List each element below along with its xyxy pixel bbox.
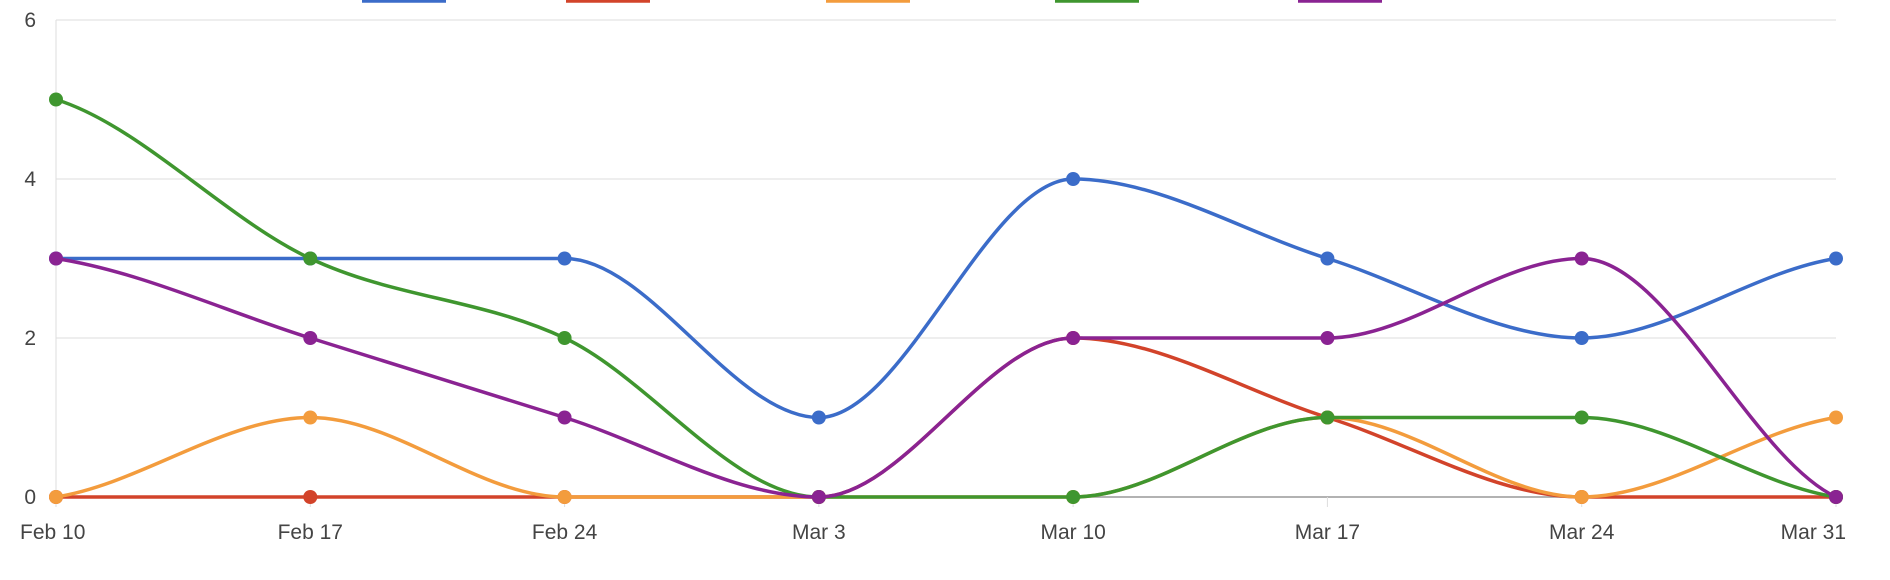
data-point[interactable] [1574,251,1589,266]
y-tick-label: 2 [24,327,36,350]
x-tick-label: Mar 24 [1549,521,1615,544]
series-5 [49,251,1843,504]
series-1 [49,172,1843,425]
data-point[interactable] [1574,410,1589,425]
data-point[interactable] [557,490,572,504]
series-line [54,415,1838,499]
data-point[interactable] [1320,410,1335,425]
data-point[interactable] [1066,331,1081,345]
series-group [49,92,1843,504]
data-point[interactable] [1066,490,1081,504]
data-point[interactable] [1320,251,1335,266]
data-point[interactable] [303,410,318,425]
data-point[interactable] [49,92,63,107]
data-point[interactable] [1829,490,1843,504]
grid [56,19,1836,339]
data-point[interactable] [303,490,318,504]
data-point[interactable] [1574,331,1589,345]
x-axis: Feb 10 Feb 17 Feb 24 Mar 3 Mar 10 Mar 17 Mar 2… [20,20,1846,544]
y-tick-label: 6 [24,9,36,32]
data-point[interactable] [1829,410,1843,425]
series-line [54,177,1838,420]
data-point[interactable] [557,331,572,345]
series-line [54,97,1838,499]
data-point[interactable] [1320,331,1335,345]
data-point[interactable] [1066,172,1081,186]
y-tick-label: 0 [24,486,36,509]
x-tick-label: Feb 10 [20,521,85,544]
data-point[interactable] [557,410,572,425]
y-axis-ticks: 0 2 4 6 [24,9,36,509]
x-tick-label: Mar 3 [792,521,846,544]
x-tick-label: Feb 17 [278,521,343,544]
data-point[interactable] [49,251,63,266]
x-tick-label: Feb 24 [532,521,598,544]
data-point[interactable] [811,490,826,504]
data-point[interactable] [49,490,63,504]
x-tick-label: Mar 31 [1781,521,1846,544]
x-tick-label: Mar 17 [1295,521,1360,544]
data-point[interactable] [1574,490,1589,504]
x-tick-label: Mar 10 [1040,521,1105,544]
data-point[interactable] [811,410,826,425]
data-point[interactable] [557,251,572,266]
data-point[interactable] [1829,251,1843,266]
y-tick-label: 4 [24,168,36,191]
data-point[interactable] [303,251,318,266]
series-line [54,256,1838,499]
data-point[interactable] [303,331,318,345]
series-3 [49,410,1843,504]
